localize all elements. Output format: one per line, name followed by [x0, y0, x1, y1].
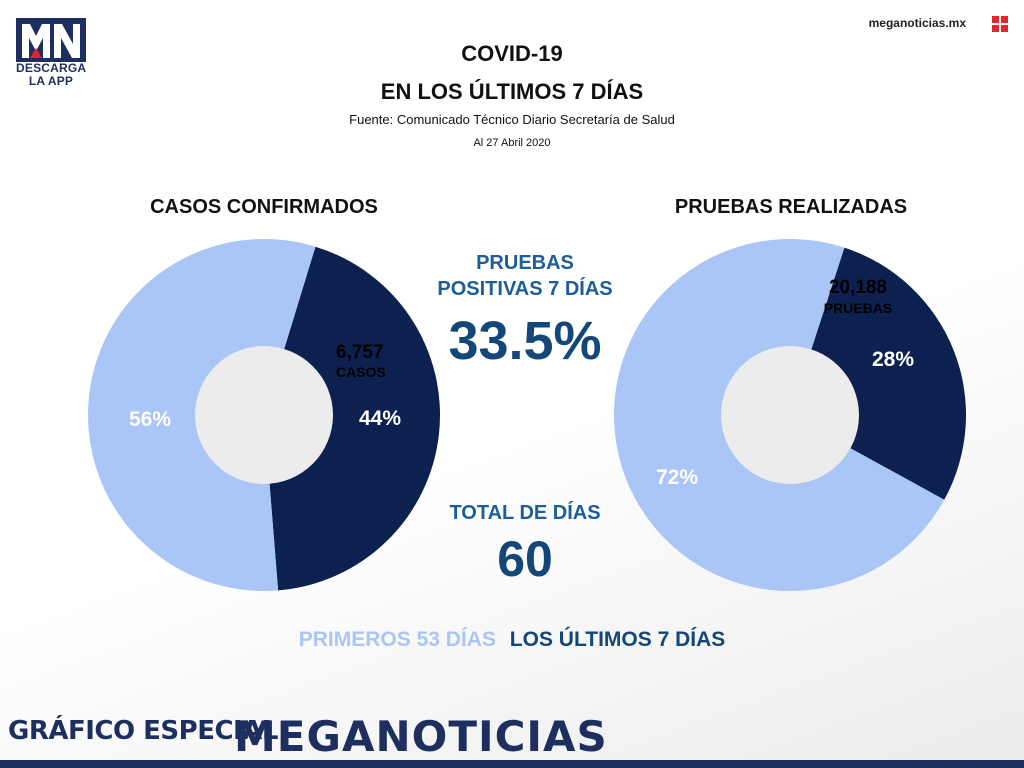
- legend: PRIMEROS 53 DÍAS LOS ÚLTIMOS 7 DÍAS: [0, 628, 1024, 652]
- legend-last-7-days: LOS ÚLTIMOS 7 DÍAS: [509, 628, 726, 651]
- page-subtitle: EN LOS ÚLTIMOS 7 DÍAS: [380, 79, 644, 104]
- grid-icon[interactable]: [992, 16, 1008, 32]
- cases-donut-chart: 56% 44% 6,757 CASOS: [88, 239, 440, 591]
- tests-chart-title: PRUEBAS REALIZADAS: [674, 196, 908, 218]
- positive-tests-label-line2: POSITIVAS 7 DÍAS: [437, 278, 613, 300]
- page-title: COVID-19: [461, 41, 563, 66]
- positive-tests-label-line1: PRUEBAS: [476, 252, 574, 274]
- tests-slice-label-last: 28%: [872, 348, 914, 371]
- cases-slice-last-7-days: [264, 246, 440, 591]
- positive-tests-label: PRUEBAS POSITIVAS 7 DÍAS: [410, 250, 640, 302]
- legend-first-53-days: PRIMEROS 53 DÍAS: [298, 628, 496, 651]
- tests-count-value: 20,188: [829, 277, 887, 298]
- cases-slice-label-last: 44%: [359, 407, 401, 430]
- tests-count-unit: PRUEBAS: [824, 300, 892, 316]
- cases-slice-label-first: 56%: [129, 408, 171, 431]
- cases-chart-title: CASOS CONFIRMADOS: [150, 196, 378, 218]
- footer-bar: [0, 760, 1024, 768]
- cases-donut-hole: [195, 346, 333, 484]
- footer-special-label: GRÁFICO ESPECIAL: [8, 716, 278, 746]
- mn-logo-mark: MN: [16, 18, 86, 62]
- site-name[interactable]: meganoticias.mx: [868, 16, 966, 30]
- date-text: Al 27 Abril 2020: [473, 137, 551, 149]
- download-app-line2: LA APP: [28, 74, 74, 88]
- tests-donut-hole: [721, 346, 859, 484]
- logo-text: MN: [49, 41, 53, 43]
- tests-donut-chart: 72% 28% 20,188 PRUEBAS: [614, 239, 966, 591]
- total-days-label: TOTAL DE DÍAS: [449, 502, 601, 524]
- source-text: Fuente: Comunicado Técnico Diario Secret…: [349, 112, 675, 127]
- total-days-value: 60: [497, 531, 553, 587]
- footer-brand-logo[interactable]: MEGANOTICIAS: [234, 712, 608, 761]
- positive-tests-value: 33.5%: [448, 311, 602, 371]
- cases-count-unit: CASOS: [336, 364, 386, 380]
- download-app-line1: DESCARGA: [16, 61, 87, 75]
- cases-count-value: 6,757: [336, 342, 384, 363]
- tests-slice-label-first: 72%: [656, 466, 698, 489]
- app-logo[interactable]: MN DESCARGA LA APP: [16, 18, 86, 96]
